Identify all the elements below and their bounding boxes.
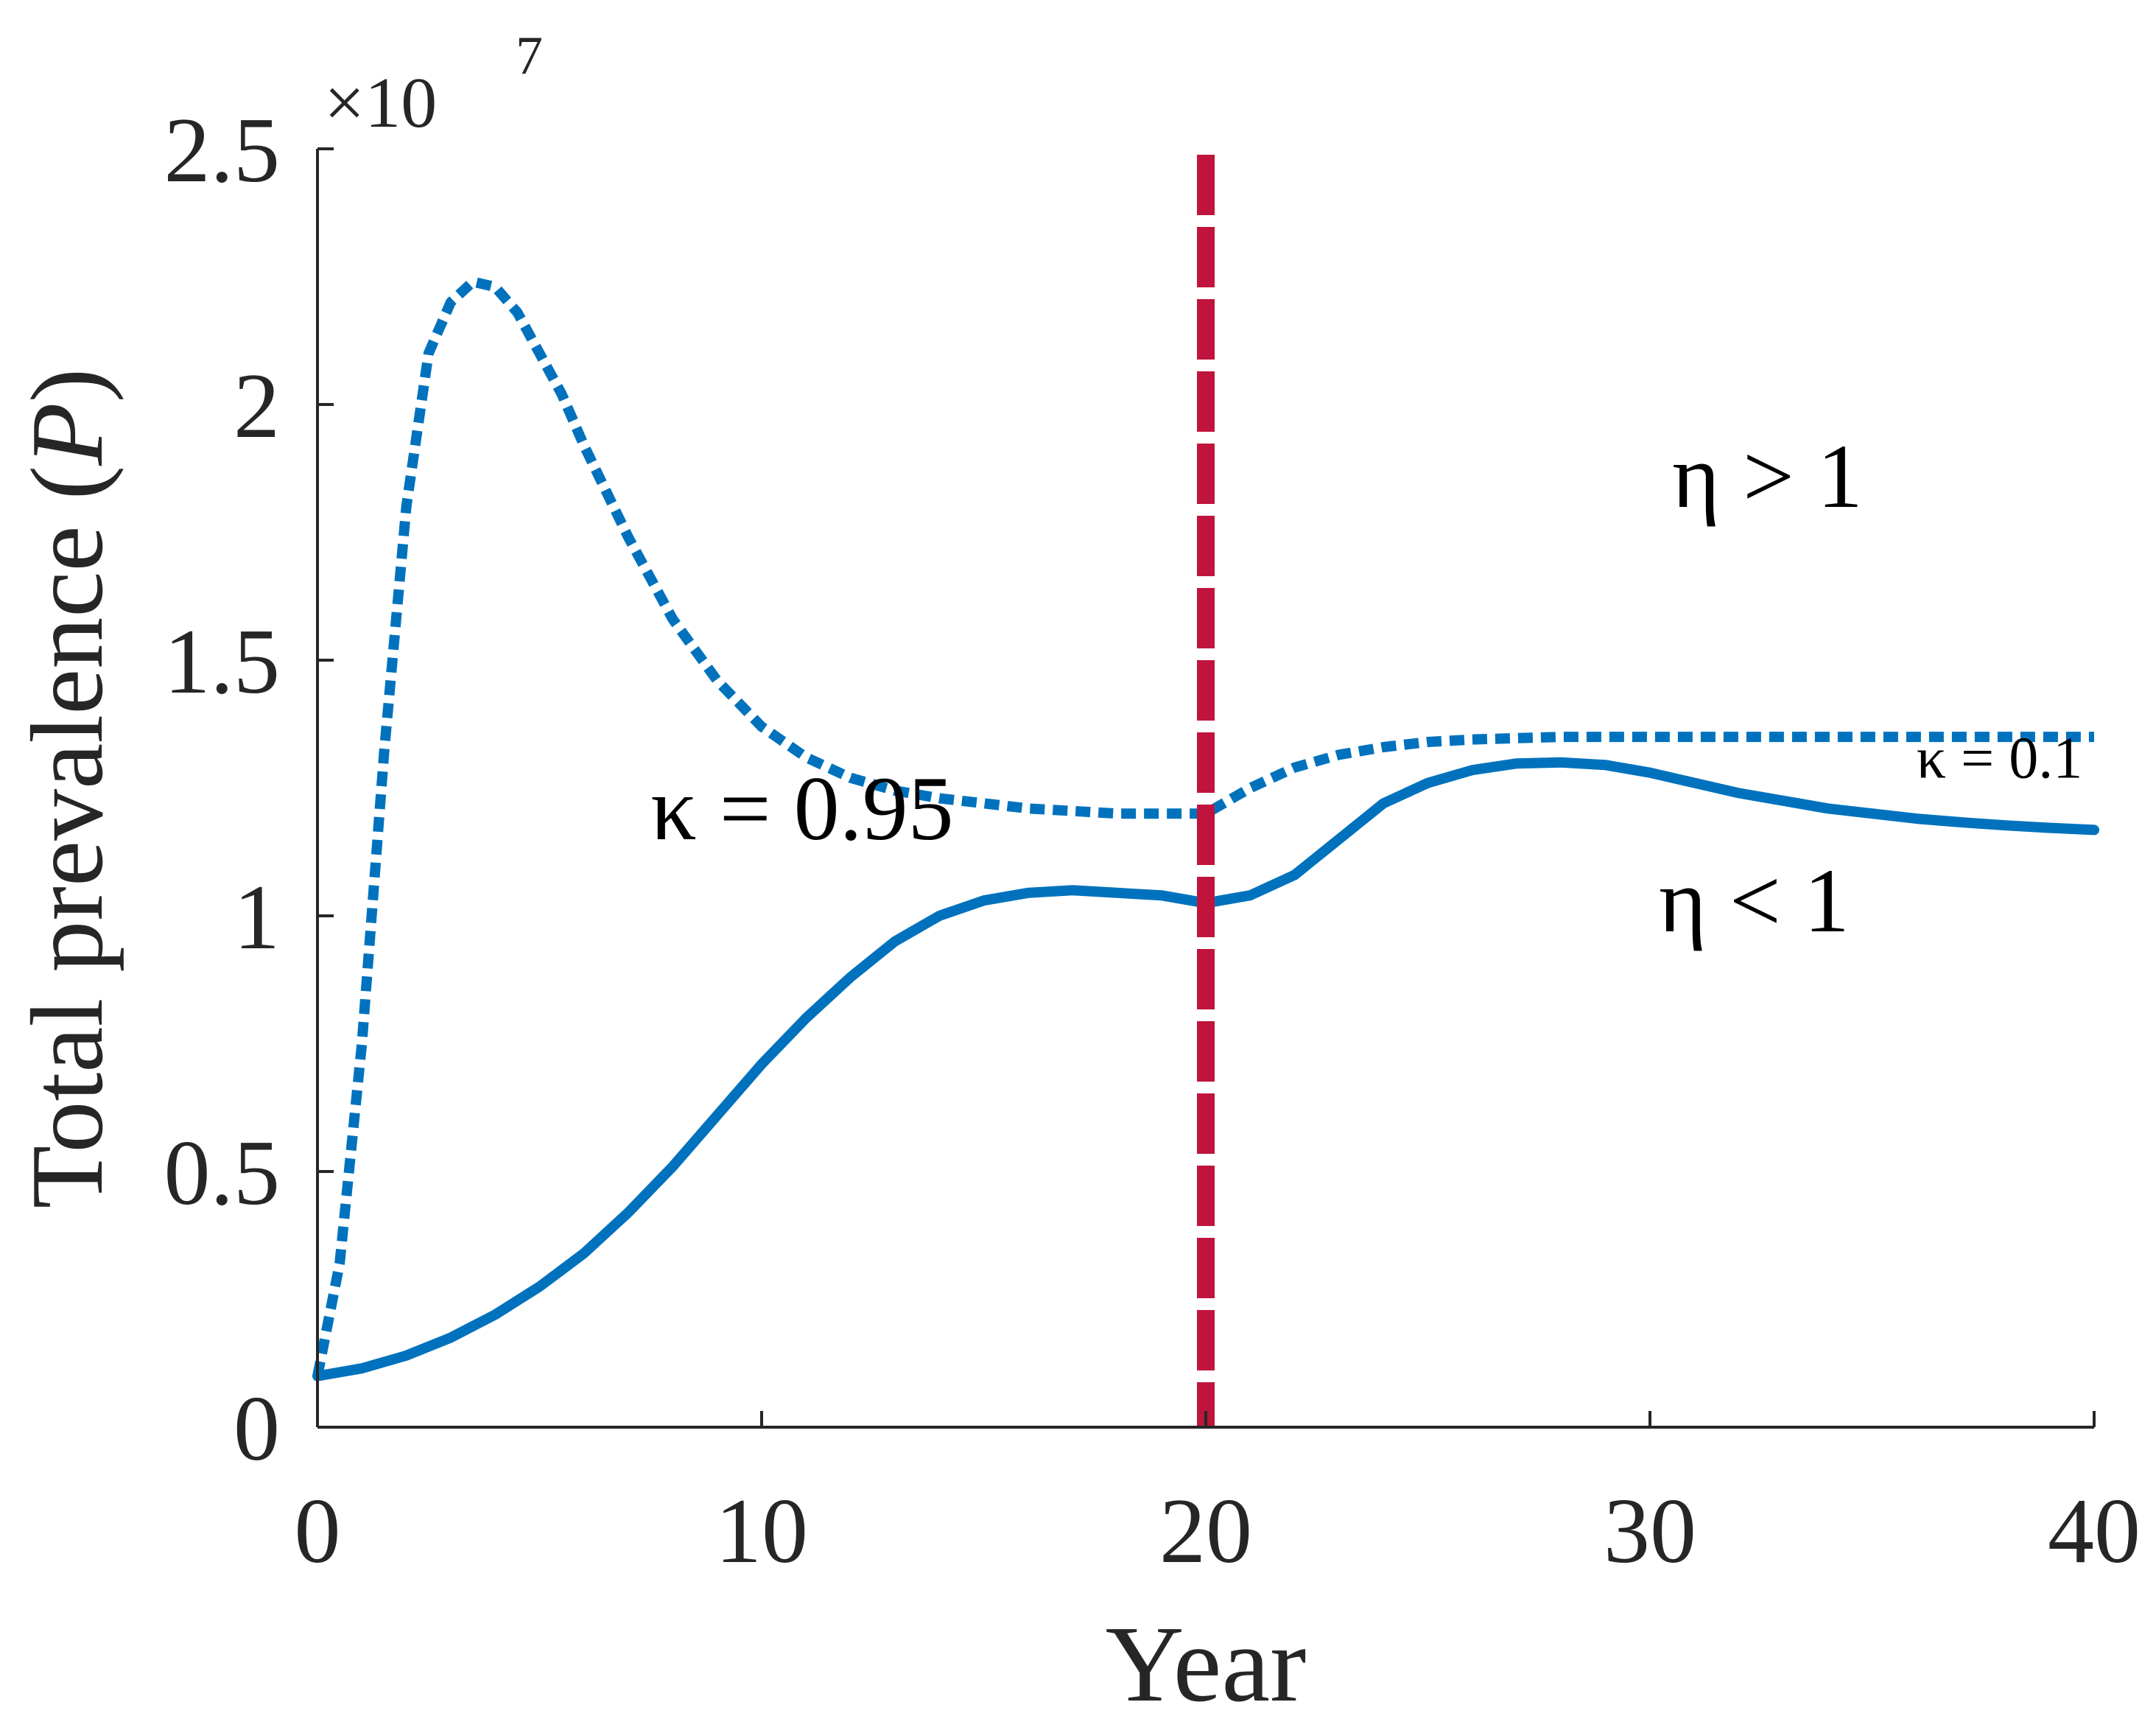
annotation-eta-less: η < 1: [1659, 850, 1850, 951]
annotation-eta-greater: η > 1: [1672, 426, 1863, 527]
y-axis-label-text: Total prevalence (: [10, 466, 124, 1209]
y-multiplier-base: ×10: [324, 63, 437, 143]
y-multiplier-exponent: 7: [516, 26, 543, 86]
x-tick-label: 0: [295, 1480, 341, 1583]
y-axis-label-close: ): [10, 368, 124, 403]
plot-area: [312, 155, 2099, 1427]
x-tick-label: 40: [2048, 1480, 2141, 1583]
ticks: 0 10 20 30 40 0 0.5 1 1.5 2 2.5: [164, 99, 2141, 1583]
annotation-kappa-095: κ = 0.95: [650, 758, 953, 859]
series-line-dotted: [312, 276, 2094, 1377]
annotations: κ = 0.95 κ = 0.1 η > 1 η < 1: [650, 426, 2082, 951]
x-tick-label: 20: [1159, 1480, 1252, 1583]
y-tick-label: 1: [233, 866, 280, 969]
x-tick-label: 30: [1604, 1480, 1696, 1583]
x-tick-label: 10: [715, 1480, 808, 1583]
y-multiplier: ×10 7: [324, 26, 543, 143]
y-tick-label: 1.5: [164, 611, 281, 713]
annotation-kappa-01: κ = 0.1: [1917, 726, 2082, 791]
y-axis-label-variable: P: [10, 402, 124, 466]
y-tick-label: 0: [233, 1378, 280, 1480]
y-axis-label: Total prevalence (P): [10, 368, 124, 1209]
y-tick-label: 2: [233, 355, 280, 458]
y-tick-label: 2.5: [164, 99, 281, 202]
x-axis-label: Year: [1106, 1604, 1307, 1716]
y-tick-label: 0.5: [164, 1122, 281, 1225]
